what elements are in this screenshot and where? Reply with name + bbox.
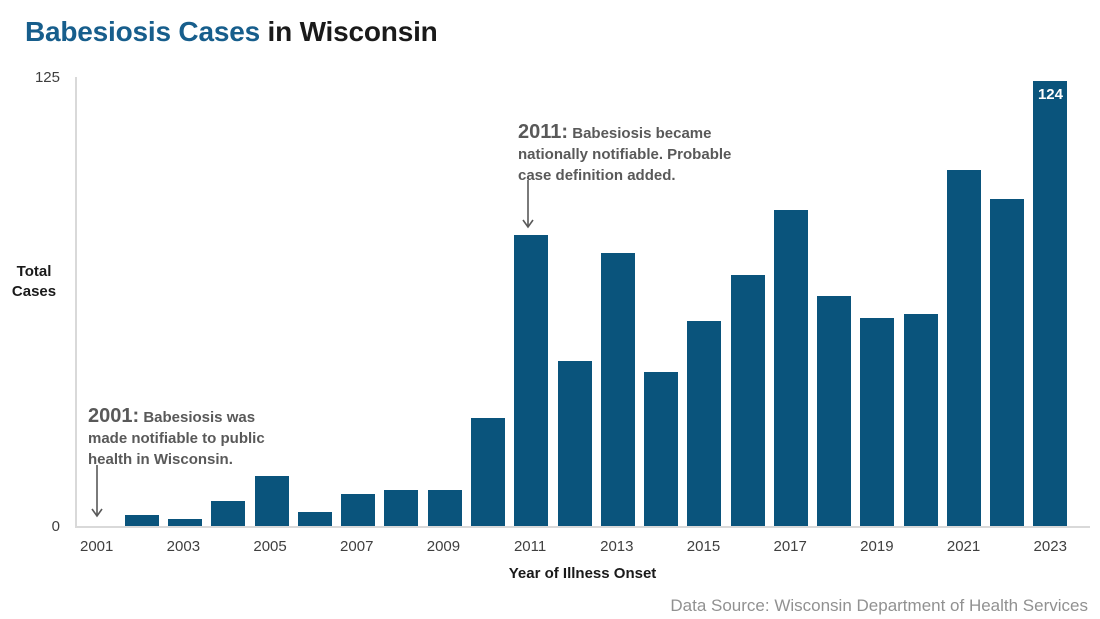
bar-2004 (211, 500, 246, 526)
bar-2019 (860, 317, 895, 526)
bar-2021 (946, 170, 981, 526)
x-tick-2010 (465, 538, 508, 555)
x-tick-2001: 2001 (79, 538, 114, 555)
x-tick-2008 (378, 538, 421, 555)
bar-slot-2009 (423, 77, 466, 526)
annotation-2011-year: 2011: (518, 121, 569, 143)
bar-slot-2018 (813, 77, 856, 526)
bar-2002 (124, 515, 159, 526)
bar-slot-2014 (639, 77, 682, 526)
x-tick-2005: 2005 (253, 538, 287, 555)
annotation-2011: 2011: Babesiosis became nationally notif… (518, 122, 742, 186)
bar-slot-2004 (207, 77, 250, 526)
annotation-arrow-2011-icon (522, 180, 534, 229)
bar-2016 (730, 274, 765, 526)
bar-2005 (254, 475, 289, 526)
bar-slot-2023: 124 (1029, 77, 1072, 526)
annotation-2001-text: Babesiosis was made notifiable to public… (88, 409, 265, 468)
bar-2007 (341, 493, 376, 526)
bar-2014 (644, 371, 679, 526)
bar-2008 (384, 490, 419, 526)
annotation-arrow-2001-icon (91, 465, 103, 518)
bar-2013 (600, 253, 635, 526)
x-tick-2006 (292, 538, 335, 555)
bar-slot-2016 (726, 77, 769, 526)
bar-slot-2019 (856, 77, 899, 526)
x-tick-2004 (205, 538, 248, 555)
x-tick-2017: 2017 (773, 538, 807, 555)
annotation-2001: 2001: Babesiosis was made notifiable to … (88, 406, 293, 470)
bars-row: 124 (77, 77, 1090, 526)
bar-2015 (687, 321, 722, 526)
bar-slot-2008 (380, 77, 423, 526)
x-tick-2007: 2007 (340, 538, 374, 555)
x-tick-2015: 2015 (686, 538, 721, 555)
x-tick-2016 (725, 538, 768, 555)
chart-title-accent: Babesiosis Cases (25, 16, 260, 47)
x-axis-title: Year of Illness Onset (508, 565, 657, 582)
bar-2018 (817, 296, 852, 526)
x-tick-2019: 2019 (860, 538, 894, 555)
x-tick-2009: 2009 (426, 538, 461, 555)
y-axis-tick-max: 125 (34, 69, 60, 86)
bar-slot-2006 (293, 77, 336, 526)
bar-slot-2022 (986, 77, 1029, 526)
y-axis-tick-min: 0 (51, 518, 60, 535)
bar-2003 (168, 518, 203, 526)
annotation-2001-year: 2001: (88, 405, 140, 427)
x-axis-tick-labels: 2001 2003 2005 2007 2009 2011 2013 2015 2017 2019… (75, 538, 1090, 555)
bar-2020 (903, 314, 938, 526)
y-axis-title-line1: Total (16, 263, 52, 280)
bar-slot-2011 (510, 77, 553, 526)
bar-slot-2007 (337, 77, 380, 526)
bar-slot-2017 (769, 77, 812, 526)
bar-2006 (297, 511, 332, 526)
plot-area: 124 (75, 77, 1090, 528)
x-tick-2018 (812, 538, 855, 555)
x-tick-2021: 2021 (946, 538, 981, 555)
y-axis-title-line2: Cases (11, 283, 57, 300)
bar-2010 (471, 418, 506, 526)
bar-2022 (990, 199, 1025, 526)
x-tick-2002 (118, 538, 161, 555)
bar-value-label-2023: 124 (1037, 85, 1063, 103)
bar-slot-2013 (596, 77, 639, 526)
x-tick-2011: 2011 (513, 538, 547, 555)
x-tick-2014 (638, 538, 681, 555)
bar-2009 (427, 490, 462, 526)
x-tick-2023: 2023 (1033, 538, 1067, 555)
x-tick-2013: 2013 (600, 538, 634, 555)
bar-slot-2003 (164, 77, 207, 526)
bar-2017 (773, 209, 808, 526)
bar-slot-2020 (899, 77, 942, 526)
bar-2023: 124 (1033, 80, 1068, 526)
chart-title-rest: in Wisconsin (259, 16, 438, 47)
chart-title: Babesiosis Cases in Wisconsin (25, 16, 438, 48)
bar-2011 (514, 235, 549, 526)
x-tick-2003: 2003 (166, 538, 201, 555)
y-axis-title: Total Cases (4, 262, 64, 302)
bar-slot-2002 (120, 77, 163, 526)
x-tick-2012 (552, 538, 595, 555)
annotation-2011-text: Babesiosis became nationally notifiable.… (518, 125, 732, 184)
bar-slot-2005 (250, 77, 293, 526)
bar-slot-2021 (942, 77, 985, 526)
bar-slot-2010 (466, 77, 509, 526)
bar-2012 (557, 360, 592, 526)
x-tick-2020 (899, 538, 942, 555)
bar-slot-2015 (683, 77, 726, 526)
bar-slot-2012 (553, 77, 596, 526)
x-tick-2022 (985, 538, 1028, 555)
data-source-note: Data Source: Wisconsin Department of Hea… (670, 596, 1088, 615)
